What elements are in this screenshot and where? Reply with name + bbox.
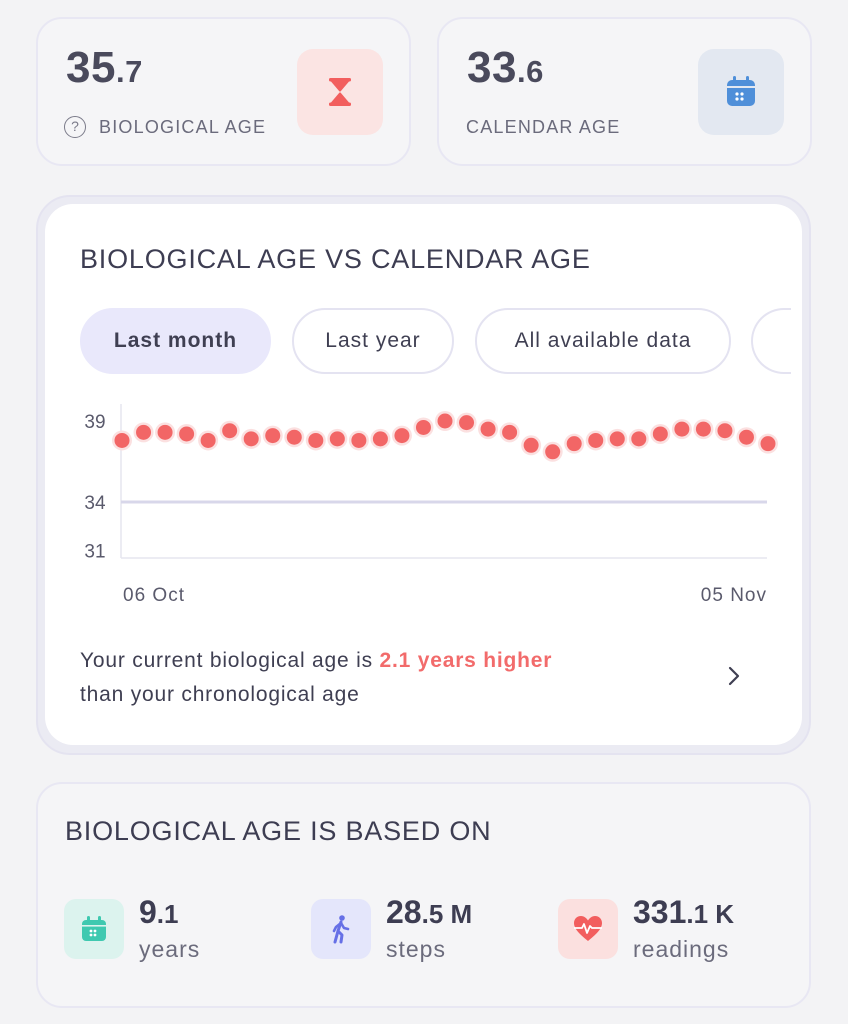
y-tick-label: 34: [84, 493, 106, 514]
heart-rate-icon: [574, 916, 602, 941]
metric-value: 331.1 K: [633, 894, 735, 930]
calendar-age-card[interactable]: 33.6 CALENDAR AGE: [437, 17, 812, 166]
data-point: [437, 413, 453, 429]
data-point: [545, 444, 561, 460]
chevron-right-icon[interactable]: [724, 664, 744, 688]
hourglass-icon: [329, 78, 351, 106]
data-point: [222, 423, 238, 439]
data-point: [588, 432, 604, 448]
biological-age-label: BIOLOGICAL AGE: [99, 117, 267, 137]
data-point: [502, 424, 518, 440]
data-point: [566, 436, 582, 452]
data-point: [286, 429, 302, 445]
data-point: [674, 421, 690, 437]
calendar-icon-box: [64, 899, 124, 959]
hourglass-icon-box: [297, 49, 383, 135]
heart-rate-icon-box: [558, 899, 618, 959]
data-point: [114, 432, 130, 448]
data-point: [200, 432, 216, 448]
data-point: [136, 424, 152, 440]
chart-title: BIOLOGICAL AGE VS CALENDAR AGE: [80, 244, 591, 274]
data-point: [243, 431, 259, 447]
based-on-card: BIOLOGICAL AGE IS BASED ON 9.1 years: [36, 782, 811, 1008]
data-point: [760, 436, 776, 452]
calendar-icon-box: [698, 49, 784, 135]
data-point: [265, 428, 281, 444]
metric-unit: steps: [386, 936, 446, 962]
metric-value: 9.1: [139, 894, 179, 930]
help-icon[interactable]: ?: [64, 116, 86, 138]
metric-value: 28.5 M: [386, 894, 473, 930]
x-tick-label: 06 Oct: [123, 585, 185, 606]
filter-all-data[interactable]: All available data: [475, 308, 731, 374]
data-point: [652, 426, 668, 442]
filter-last-year[interactable]: Last year: [292, 308, 454, 374]
metric-unit: years: [139, 936, 201, 962]
data-point: [717, 423, 733, 439]
metric-unit: readings: [633, 936, 730, 962]
data-point: [329, 431, 345, 447]
data-point: [609, 431, 625, 447]
data-point: [415, 419, 431, 435]
data-point: [480, 421, 496, 437]
data-point: [351, 432, 367, 448]
calendar-age-label: CALENDAR AGE: [466, 117, 621, 137]
based-on-title: BIOLOGICAL AGE IS BASED ON: [65, 816, 492, 846]
data-point: [738, 429, 754, 445]
y-tick-label: 31: [84, 542, 105, 563]
calendar-age-value: 33.6: [467, 43, 544, 92]
walking-icon-box: [311, 899, 371, 959]
biological-age-value: 35.7: [66, 43, 143, 92]
bio-vs-calendar-chart-card: BIOLOGICAL AGE VS CALENDAR AGE Last mont…: [45, 204, 802, 745]
x-tick-label: 05 Nov: [701, 585, 767, 606]
summary-text[interactable]: Your current biological age is 2.1 years…: [80, 644, 552, 712]
data-point: [179, 426, 195, 442]
data-point: [631, 431, 647, 447]
age-chart: 39 34 31 06 Oct 05 Nov: [84, 404, 778, 606]
calendar-icon: [82, 916, 106, 941]
data-point: [695, 421, 711, 437]
y-tick-label: 39: [84, 412, 105, 433]
summary-highlight: 2.1 years higher: [379, 649, 553, 672]
data-point: [157, 424, 173, 440]
biological-age-card[interactable]: 35.7 ? BIOLOGICAL AGE: [36, 17, 411, 166]
data-point: [372, 431, 388, 447]
summary-prefix: Your current biological age is: [80, 649, 380, 672]
data-point: [394, 428, 410, 444]
data-point: [308, 432, 324, 448]
data-point: [459, 415, 475, 431]
data-point: [523, 437, 539, 453]
filter-more[interactable]: [751, 308, 791, 374]
filter-last-month[interactable]: Last month: [80, 308, 271, 374]
walking-icon: [332, 915, 350, 944]
calendar-icon: [727, 76, 755, 106]
summary-suffix: than your chronological age: [80, 683, 360, 706]
